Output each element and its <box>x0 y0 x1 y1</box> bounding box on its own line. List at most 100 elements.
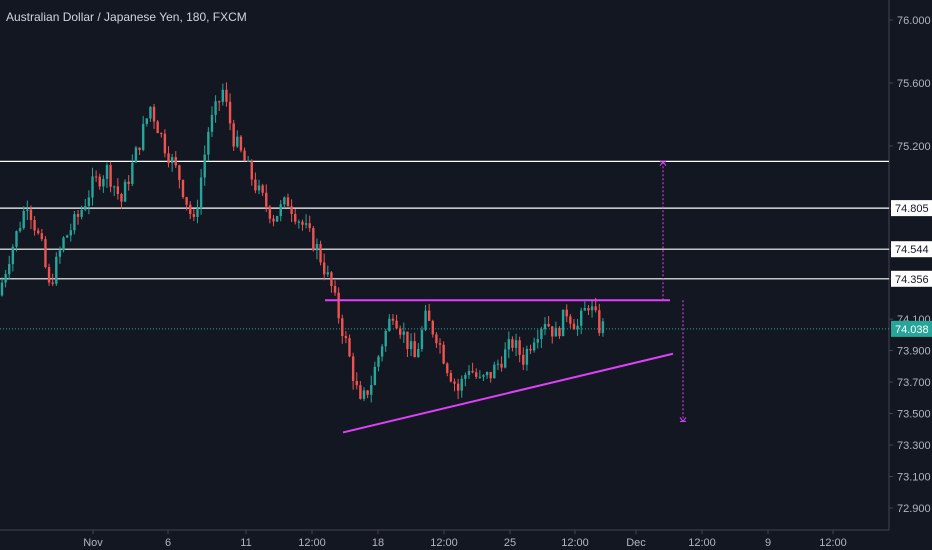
candle-body <box>304 223 308 225</box>
y-tick-label: 73.700 <box>897 377 931 389</box>
candle-body <box>438 343 442 345</box>
candle-body <box>11 246 15 265</box>
candle-body <box>337 292 340 319</box>
candle-body <box>192 213 196 217</box>
candle-body <box>33 220 36 231</box>
x-tick-label: 12:00 <box>688 537 716 549</box>
candle-body <box>500 363 503 368</box>
candle-body <box>406 331 409 349</box>
candle-body <box>446 363 449 374</box>
candle-body <box>362 390 366 399</box>
candle-body <box>268 206 272 219</box>
candle-body <box>257 185 261 191</box>
candle-body <box>471 370 474 373</box>
candle-body <box>489 371 492 379</box>
candle-body <box>210 114 214 132</box>
candle-body <box>503 349 507 368</box>
candle-body <box>18 228 22 232</box>
candle-body <box>514 340 518 348</box>
candle-body <box>196 208 199 217</box>
candle-body <box>47 267 51 283</box>
candle-body <box>250 160 253 180</box>
candle-body <box>225 89 228 102</box>
candle-body <box>87 197 91 207</box>
candle-body <box>174 157 177 166</box>
candle-body <box>399 328 402 335</box>
candle-body <box>554 327 558 337</box>
x-tick-label: 12:00 <box>819 537 847 549</box>
candle-body <box>598 310 601 334</box>
candle-body <box>322 262 326 275</box>
candle-body <box>569 316 572 324</box>
candle-body <box>442 344 445 364</box>
candle-body <box>272 218 275 222</box>
candle-body <box>485 371 489 376</box>
candle-body <box>507 339 510 350</box>
candle-body <box>370 384 373 395</box>
candle-body <box>265 192 268 207</box>
candle-body <box>80 209 83 217</box>
candle-body <box>308 223 311 229</box>
candle-body <box>333 285 337 293</box>
candle-body <box>351 356 355 381</box>
y-tick-label: 73.300 <box>897 440 931 452</box>
candle-body <box>395 320 398 329</box>
y-tick-label: 73.500 <box>897 409 931 421</box>
candle-body <box>420 329 424 349</box>
candle-body <box>105 165 109 179</box>
candle-body <box>373 366 377 385</box>
candle-body <box>366 390 369 395</box>
candle-body <box>522 354 525 365</box>
x-tick-label: 12:00 <box>298 537 326 549</box>
candle-body <box>576 325 579 330</box>
candle-body <box>297 221 301 223</box>
candle-body <box>493 364 496 379</box>
candle-body <box>4 274 7 283</box>
candle-body <box>561 309 565 337</box>
candle-body <box>116 186 120 194</box>
symbol-title: Australian Dollar / Japanese Yen, 180, F… <box>6 10 247 24</box>
x-tick-label: 11 <box>240 537 251 549</box>
candle-body <box>594 306 597 311</box>
candle-body <box>228 101 232 124</box>
x-tick-label: 6 <box>165 537 171 549</box>
candle-body <box>199 177 203 209</box>
candle-body <box>315 244 319 251</box>
level-price-tag <box>891 270 932 287</box>
candle-body <box>214 101 217 115</box>
x-tick-label: 25 <box>504 537 516 549</box>
candle-body <box>301 221 304 225</box>
candle-body <box>583 308 587 311</box>
level-price-tag <box>891 200 932 217</box>
candle-body <box>532 342 536 351</box>
candle-body <box>536 338 539 343</box>
candle-body <box>380 346 384 357</box>
y-tick-label: 72.900 <box>897 503 931 515</box>
candle-body <box>279 204 282 217</box>
candle-body <box>565 309 568 317</box>
candle-body <box>384 330 387 347</box>
candle-body <box>15 231 18 247</box>
candle-body <box>543 324 547 330</box>
candle-body <box>482 375 485 377</box>
candle-body <box>145 118 148 124</box>
x-tick-label: 18 <box>372 537 384 549</box>
candle-body <box>189 204 192 214</box>
candle-body <box>475 372 478 377</box>
candle-body <box>355 380 358 386</box>
x-tick-label: Dec <box>626 537 646 549</box>
candle-body <box>134 147 138 163</box>
candle-body <box>149 106 152 119</box>
candle-body <box>344 336 348 339</box>
candle-body <box>417 348 420 358</box>
candle-body <box>283 197 286 205</box>
candle-body <box>120 193 123 202</box>
candle-body <box>330 272 333 286</box>
candle-body <box>167 153 170 164</box>
candle-body <box>170 157 174 164</box>
level-price-label: 74.544 <box>895 244 929 256</box>
candle-body <box>26 209 29 211</box>
candle-body <box>413 341 416 358</box>
candle-body <box>40 233 44 240</box>
